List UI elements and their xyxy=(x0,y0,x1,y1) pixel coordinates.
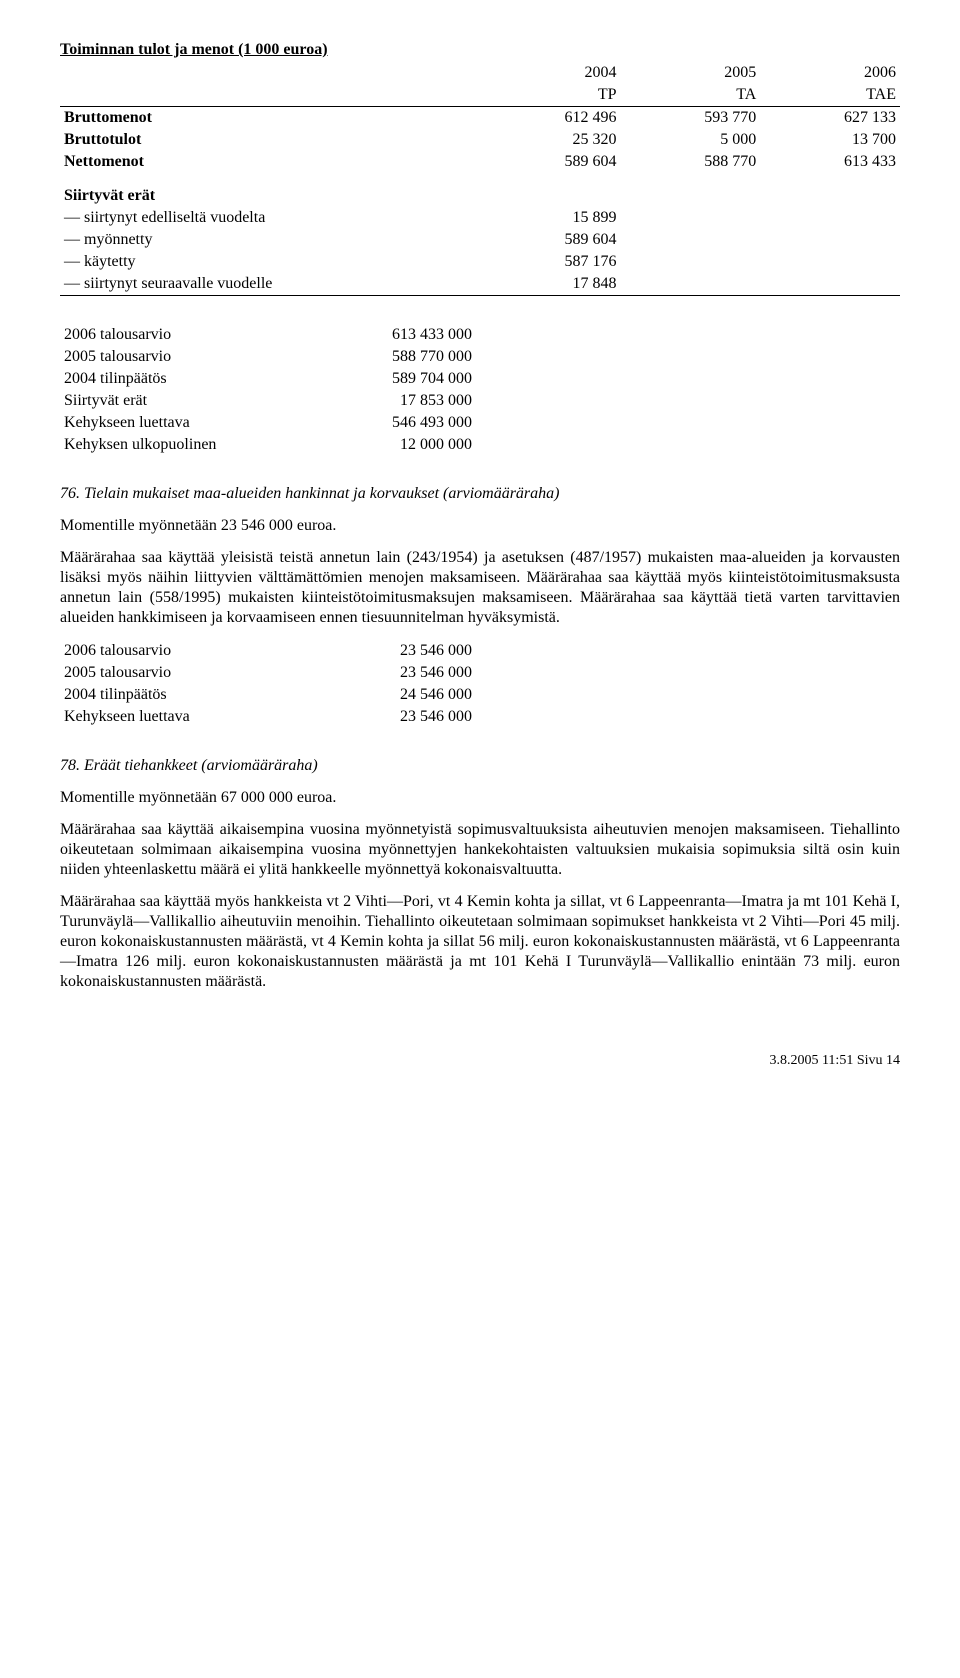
col-2006: 2006 xyxy=(760,62,900,84)
list-item: Kehyksen ulkopuolinen12 000 000 xyxy=(60,434,476,456)
pair-key: 2006 talousarvio xyxy=(60,640,328,662)
table-row: — myönnetty 589 604 xyxy=(60,229,900,251)
cell: 589 604 xyxy=(481,151,621,173)
pair-key: 2004 tilinpäätös xyxy=(60,368,328,390)
col-tae: TAE xyxy=(760,84,900,107)
list-item: 2005 talousarvio23 546 000 xyxy=(60,662,476,684)
pair-val: 12 000 000 xyxy=(328,434,476,456)
list-item: Kehykseen luettava546 493 000 xyxy=(60,412,476,434)
cell: 589 604 xyxy=(481,229,621,251)
cell: 587 176 xyxy=(481,251,621,273)
pair-key: 2005 talousarvio xyxy=(60,346,328,368)
table1-header-labels: TP TA TAE xyxy=(60,84,900,107)
cell: 5 000 xyxy=(621,129,761,151)
pair-val: 546 493 000 xyxy=(328,412,476,434)
table-row: Nettomenot 589 604 588 770 613 433 xyxy=(60,151,900,173)
pair-key: 2004 tilinpäätös xyxy=(60,684,328,706)
col-2005: 2005 xyxy=(621,62,761,84)
list-item: 2004 tilinpäätös589 704 000 xyxy=(60,368,476,390)
section-78-grant: Momentille myönnetään 67 000 000 euroa. xyxy=(60,788,900,808)
cell: 13 700 xyxy=(760,129,900,151)
col-2004: 2004 xyxy=(481,62,621,84)
row-label: — siirtynyt seuraavalle vuodelle xyxy=(60,273,481,296)
cell: 613 433 xyxy=(760,151,900,173)
pair-val: 588 770 000 xyxy=(328,346,476,368)
section-78-para1: Määrärahaa saa käyttää aikaisempina vuos… xyxy=(60,820,900,880)
col-tp: TP xyxy=(481,84,621,107)
section-78-title: 78. Eräät tiehankkeet (arviomääräraha) xyxy=(60,756,900,776)
pair-val: 24 546 000 xyxy=(328,684,476,706)
row-label: Bruttotulot xyxy=(60,129,481,151)
section-76-grant: Momentille myönnetään 23 546 000 euroa. xyxy=(60,516,900,536)
page-footer: 3.8.2005 11:51 Sivu 14 xyxy=(60,1052,900,1070)
pair-val: 23 546 000 xyxy=(328,706,476,728)
section-76-title: 76. Tielain mukaiset maa-alueiden hankin… xyxy=(60,484,900,504)
row-label: — siirtynyt edelliseltä vuodelta xyxy=(60,207,481,229)
cell: 593 770 xyxy=(621,107,761,130)
pairs-76: 2006 talousarvio23 546 000 2005 talousar… xyxy=(60,640,476,728)
pair-key: Siirtyvät erät xyxy=(60,390,328,412)
row-siirtyvat-erat: Siirtyvät erät xyxy=(60,185,900,207)
pair-val: 23 546 000 xyxy=(328,662,476,684)
section-78-para2: Määrärahaa saa käyttää myös hankkeista v… xyxy=(60,892,900,992)
cell: 588 770 xyxy=(621,151,761,173)
table1: 2004 2005 2006 TP TA TAE Bruttomenot 612… xyxy=(60,62,900,296)
row-label: Nettomenot xyxy=(60,151,481,173)
list-item: 2006 talousarvio23 546 000 xyxy=(60,640,476,662)
table-row: — siirtynyt edelliseltä vuodelta 15 899 xyxy=(60,207,900,229)
list-item: 2005 talousarvio588 770 000 xyxy=(60,346,476,368)
table-row: Siirtyvät erät xyxy=(60,185,900,207)
section-76-para: Määrärahaa saa käyttää yleisistä teistä … xyxy=(60,548,900,628)
table-row: Bruttotulot 25 320 5 000 13 700 xyxy=(60,129,900,151)
pairs-1: 2006 talousarvio613 433 000 2005 talousa… xyxy=(60,324,476,456)
pair-val: 23 546 000 xyxy=(328,640,476,662)
row-label: — myönnetty xyxy=(60,229,481,251)
pair-key: 2005 talousarvio xyxy=(60,662,328,684)
pair-val: 17 853 000 xyxy=(328,390,476,412)
list-item: 2006 talousarvio613 433 000 xyxy=(60,324,476,346)
list-item: Siirtyvät erät17 853 000 xyxy=(60,390,476,412)
cell: 15 899 xyxy=(481,207,621,229)
pair-val: 589 704 000 xyxy=(328,368,476,390)
table1-header-years: 2004 2005 2006 xyxy=(60,62,900,84)
row-label: — käytetty xyxy=(60,251,481,273)
table-row: — käytetty 587 176 xyxy=(60,251,900,273)
pair-val: 613 433 000 xyxy=(328,324,476,346)
row-label: Bruttomenot xyxy=(60,107,481,130)
table-row: Bruttomenot 612 496 593 770 627 133 xyxy=(60,107,900,130)
cell: 25 320 xyxy=(481,129,621,151)
cell: 17 848 xyxy=(481,273,621,296)
pair-key: Kehykseen luettava xyxy=(60,706,328,728)
pair-key: Kehyksen ulkopuolinen xyxy=(60,434,328,456)
list-item: 2004 tilinpäätös24 546 000 xyxy=(60,684,476,706)
pair-key: 2006 talousarvio xyxy=(60,324,328,346)
table1-title: Toiminnan tulot ja menot (1 000 euroa) xyxy=(60,40,900,60)
list-item: Kehykseen luettava23 546 000 xyxy=(60,706,476,728)
col-ta: TA xyxy=(621,84,761,107)
cell: 612 496 xyxy=(481,107,621,130)
cell: 627 133 xyxy=(760,107,900,130)
table-row: — siirtynyt seuraavalle vuodelle 17 848 xyxy=(60,273,900,296)
pair-key: Kehykseen luettava xyxy=(60,412,328,434)
